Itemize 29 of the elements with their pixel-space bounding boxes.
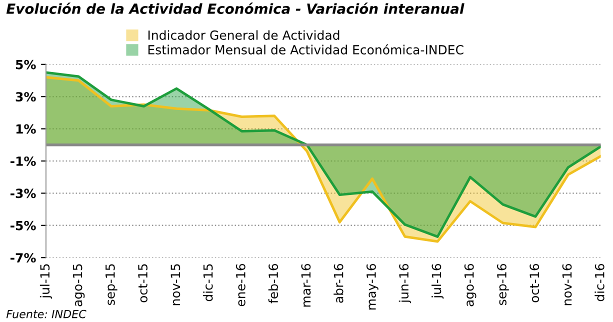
legend-label: Indicador General de Actividad xyxy=(148,30,340,40)
x-tick-label: oct-16 xyxy=(530,264,540,302)
y-tick-label: -1% xyxy=(10,156,36,166)
x-tick-label: ago-15 xyxy=(72,264,85,306)
x-tick-label: ene-16 xyxy=(236,264,246,306)
x-tick-label: mar-16 xyxy=(301,264,311,307)
chart-title: Evolución de la Actividad Económica - Variación interanual xyxy=(6,2,464,14)
x-tick-label: ago-16 xyxy=(464,264,476,306)
y-tick-label: -3% xyxy=(10,188,36,198)
x-tick-label: jul-15 xyxy=(40,264,52,299)
x-tick-label: nov-16 xyxy=(562,264,572,306)
x-tick-label: oct-15 xyxy=(138,264,148,302)
y-tick-label: 3% xyxy=(16,92,36,102)
x-tick-label: sep-15 xyxy=(106,264,118,306)
x-tick-label: jul-16 xyxy=(432,264,444,299)
x-tick-label: jun-16 xyxy=(398,264,411,304)
y-tick-label: -5% xyxy=(10,220,36,230)
x-tick-label: may-16 xyxy=(366,264,378,310)
y-tick-label: 1% xyxy=(16,124,36,134)
x-tick-label: dic-15 xyxy=(203,264,213,302)
x-tick-label: sep-16 xyxy=(497,264,509,306)
x-tick-label: nov-15 xyxy=(170,264,180,306)
x-tick-label: abr-16 xyxy=(334,264,344,303)
legend-label: Estimador Mensual de Actividad Económica-INDEC xyxy=(148,44,464,54)
y-tick-label: -7% xyxy=(10,253,36,263)
x-tick-label: dic-16 xyxy=(594,264,604,302)
source-note: Fuente: INDEC xyxy=(6,310,86,318)
x-tick-label: feb-16 xyxy=(268,264,278,304)
y-tick-label: 5% xyxy=(16,60,36,70)
